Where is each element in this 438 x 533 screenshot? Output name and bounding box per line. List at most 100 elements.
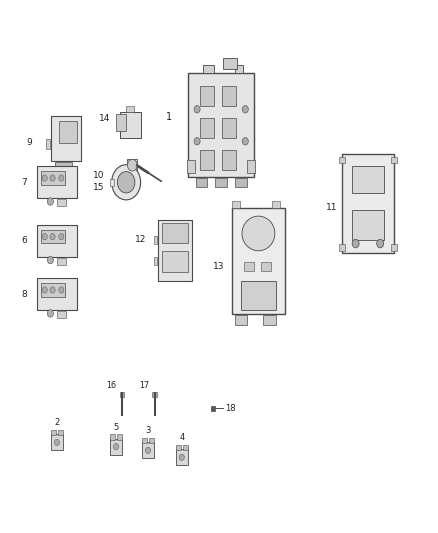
Bar xyxy=(51,116,81,161)
Circle shape xyxy=(42,287,47,293)
Ellipse shape xyxy=(242,216,275,251)
Bar xyxy=(176,449,188,465)
Bar xyxy=(222,150,236,170)
Circle shape xyxy=(194,138,200,145)
Bar xyxy=(57,311,66,318)
Bar xyxy=(235,178,247,187)
Text: 8: 8 xyxy=(21,290,27,298)
Circle shape xyxy=(42,233,47,240)
Circle shape xyxy=(127,159,137,171)
Text: 17: 17 xyxy=(139,381,149,390)
Bar xyxy=(162,223,188,243)
Bar xyxy=(188,74,254,177)
Bar xyxy=(215,178,227,187)
Circle shape xyxy=(194,106,200,113)
Bar xyxy=(272,201,280,208)
Bar xyxy=(51,430,56,435)
Bar xyxy=(51,434,63,450)
Bar xyxy=(58,430,63,435)
Circle shape xyxy=(242,138,248,145)
Bar xyxy=(142,442,154,458)
Text: 16: 16 xyxy=(106,381,117,390)
Circle shape xyxy=(112,165,141,200)
Text: 14: 14 xyxy=(99,115,110,123)
Bar xyxy=(126,106,134,112)
Text: 15: 15 xyxy=(93,183,104,192)
Bar xyxy=(232,208,285,314)
Circle shape xyxy=(50,233,55,240)
Bar xyxy=(41,284,65,296)
Bar xyxy=(196,178,207,187)
Text: 4: 4 xyxy=(179,433,184,442)
Circle shape xyxy=(47,310,53,317)
Bar xyxy=(117,434,122,440)
Bar xyxy=(352,166,384,193)
Circle shape xyxy=(47,256,53,264)
Circle shape xyxy=(47,198,53,205)
Bar xyxy=(232,201,240,208)
Bar xyxy=(120,112,141,138)
Bar xyxy=(116,114,126,131)
Bar xyxy=(183,445,188,450)
Text: 12: 12 xyxy=(135,236,147,244)
Bar xyxy=(202,65,214,72)
Bar xyxy=(200,118,214,138)
Bar xyxy=(41,171,65,184)
Bar xyxy=(263,315,276,325)
Bar xyxy=(200,86,214,106)
Bar xyxy=(200,150,214,170)
Bar xyxy=(222,86,236,106)
Circle shape xyxy=(179,454,184,461)
Circle shape xyxy=(59,287,64,293)
Bar xyxy=(37,225,77,257)
Text: 6: 6 xyxy=(21,237,27,245)
Text: 9: 9 xyxy=(26,138,32,147)
Circle shape xyxy=(50,175,55,181)
Bar xyxy=(110,179,114,186)
Bar xyxy=(37,278,77,310)
Text: 18: 18 xyxy=(226,404,236,413)
Bar xyxy=(235,315,247,325)
Circle shape xyxy=(377,239,384,248)
Bar xyxy=(142,438,147,443)
Bar xyxy=(339,157,345,163)
Bar xyxy=(352,211,384,240)
Bar xyxy=(244,262,254,271)
Text: 5: 5 xyxy=(113,423,119,432)
Text: 10: 10 xyxy=(93,172,104,180)
Text: 1: 1 xyxy=(166,112,172,122)
Bar xyxy=(187,160,195,173)
Bar xyxy=(162,251,188,272)
Bar xyxy=(59,121,77,143)
Bar xyxy=(339,244,345,251)
Bar xyxy=(154,236,157,244)
Bar xyxy=(120,392,124,397)
Bar xyxy=(176,445,181,450)
Bar xyxy=(261,262,271,271)
Bar xyxy=(391,244,397,251)
Bar xyxy=(149,438,154,443)
Bar xyxy=(57,199,66,206)
Bar xyxy=(158,220,192,281)
Circle shape xyxy=(145,447,151,454)
Text: 11: 11 xyxy=(326,204,337,212)
Text: 7: 7 xyxy=(21,178,27,187)
Bar xyxy=(223,58,237,69)
Circle shape xyxy=(54,439,60,446)
Bar xyxy=(110,434,115,440)
Bar xyxy=(152,392,157,397)
Bar xyxy=(222,118,236,138)
Bar xyxy=(247,160,255,173)
Circle shape xyxy=(242,106,248,113)
Circle shape xyxy=(50,287,55,293)
Bar xyxy=(46,139,50,149)
Circle shape xyxy=(352,239,359,248)
Bar xyxy=(57,257,66,264)
Bar xyxy=(235,65,243,72)
Bar xyxy=(41,230,65,243)
Bar xyxy=(127,159,137,171)
Circle shape xyxy=(113,443,119,450)
Text: 3: 3 xyxy=(145,426,151,435)
Circle shape xyxy=(117,172,135,193)
Bar xyxy=(37,166,77,198)
